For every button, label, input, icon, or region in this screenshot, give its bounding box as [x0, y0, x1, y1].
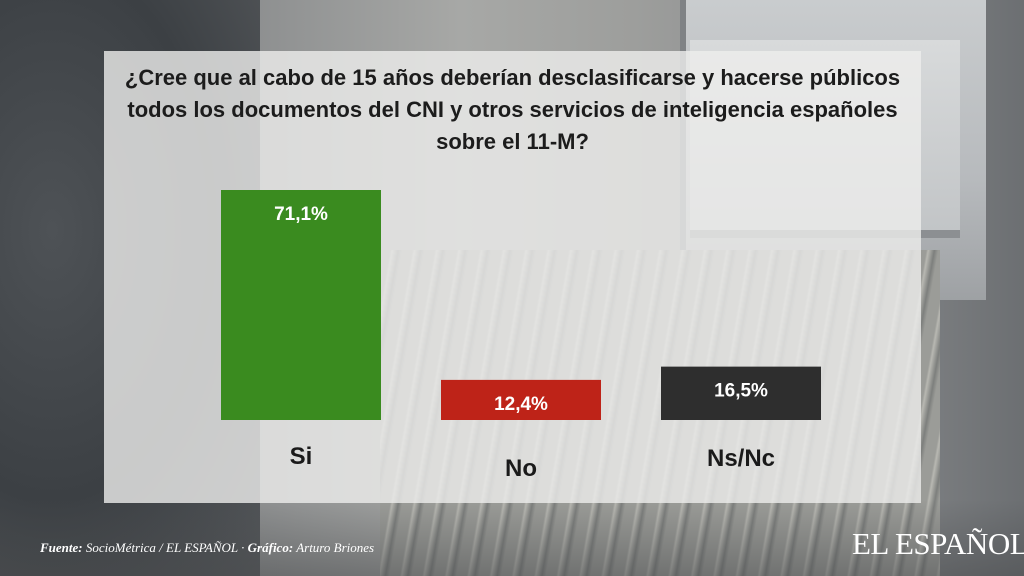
category-label: Ns/Nc — [707, 445, 775, 472]
source-value: SocioMétrica / EL ESPAÑOL — [85, 540, 238, 555]
bar-value-label: 16,5% — [714, 381, 768, 402]
bar-value-label: 12,4% — [494, 394, 548, 415]
category-label: No — [505, 455, 537, 482]
source-label: Fuente: — [40, 540, 83, 555]
bar-si — [221, 190, 381, 420]
chart-footer: Fuente: SocioMétrica / EL ESPAÑOL · Gráf… — [40, 540, 374, 556]
footer-separator: · — [241, 540, 245, 555]
background-shade — [0, 500, 1024, 576]
bar-ns-nc — [661, 366, 821, 420]
category-label: Si — [290, 443, 313, 470]
graphic-label: Gráfico: — [247, 540, 294, 555]
bar-no — [441, 379, 601, 420]
chart-title: ¿Cree que al cabo de 15 años deberían de… — [124, 65, 901, 154]
brand-logo: EL ESPAÑOL — [852, 526, 1024, 561]
bar-value-label: 71,1% — [274, 204, 328, 225]
graphic-value: Arturo Briones — [296, 540, 375, 555]
